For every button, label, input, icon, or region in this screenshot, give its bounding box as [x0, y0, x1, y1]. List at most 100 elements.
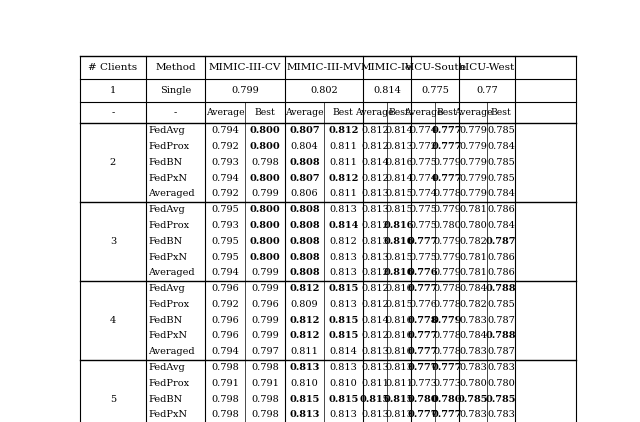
Text: Best: Best — [491, 108, 511, 117]
Text: 0.799: 0.799 — [231, 86, 259, 95]
Text: 0.813: 0.813 — [289, 411, 319, 419]
Text: MIMIC-III-MV: MIMIC-III-MV — [286, 63, 362, 72]
Text: 0.795: 0.795 — [211, 205, 239, 214]
Text: 0.773: 0.773 — [433, 379, 461, 388]
Text: 0.813: 0.813 — [361, 205, 389, 214]
Text: 0.800: 0.800 — [250, 142, 280, 151]
Text: 0.777: 0.777 — [408, 331, 438, 341]
Text: 0.800: 0.800 — [250, 126, 280, 135]
Text: 0.777: 0.777 — [408, 284, 438, 293]
Text: 0.798: 0.798 — [211, 411, 239, 419]
Text: 0.815: 0.815 — [385, 205, 413, 214]
Text: 0.785: 0.785 — [487, 173, 515, 183]
Text: 5: 5 — [110, 395, 116, 403]
Text: Best: Best — [255, 108, 275, 117]
Text: 0.813: 0.813 — [330, 205, 357, 214]
Text: 0.808: 0.808 — [289, 158, 319, 167]
Text: 0.812: 0.812 — [289, 284, 319, 293]
Text: 0.791: 0.791 — [211, 379, 239, 388]
Text: 0.812: 0.812 — [361, 331, 389, 341]
Text: 0.785: 0.785 — [487, 300, 515, 309]
Text: 0.815: 0.815 — [328, 395, 358, 403]
Text: 0.794: 0.794 — [211, 347, 239, 356]
Text: -: - — [111, 108, 115, 117]
Text: 0.814: 0.814 — [328, 221, 358, 230]
Text: 0.777: 0.777 — [432, 363, 462, 372]
Text: 0.775: 0.775 — [410, 221, 437, 230]
Text: 2: 2 — [110, 158, 116, 167]
Text: 0.812: 0.812 — [330, 237, 357, 246]
Text: 0.816: 0.816 — [385, 316, 413, 325]
Text: 0.815: 0.815 — [384, 395, 414, 403]
Text: 0.775: 0.775 — [410, 158, 437, 167]
Text: 0.776: 0.776 — [410, 300, 437, 309]
Text: 0.786: 0.786 — [487, 205, 515, 214]
Text: 0.810: 0.810 — [330, 379, 357, 388]
Text: 0.778: 0.778 — [433, 300, 461, 309]
Text: 0.784: 0.784 — [487, 189, 515, 198]
Text: Method: Method — [155, 63, 196, 72]
Text: 0.779: 0.779 — [433, 237, 461, 246]
Text: 0.778: 0.778 — [433, 284, 461, 293]
Text: FedBN: FedBN — [148, 316, 182, 325]
Text: FedBN: FedBN — [148, 395, 182, 403]
Text: 0.787: 0.787 — [486, 237, 516, 246]
Text: 0.779: 0.779 — [433, 268, 461, 277]
Text: Averaged: Averaged — [148, 268, 195, 277]
Text: 0.815: 0.815 — [328, 331, 358, 341]
Text: 0.815: 0.815 — [385, 252, 413, 262]
Text: Average: Average — [205, 108, 244, 117]
Text: 3: 3 — [110, 237, 116, 246]
Text: 0.796: 0.796 — [211, 284, 239, 293]
Text: 0.807: 0.807 — [289, 126, 319, 135]
Text: 0.780: 0.780 — [433, 221, 461, 230]
Text: 0.779: 0.779 — [459, 126, 487, 135]
Text: 0.815: 0.815 — [385, 300, 413, 309]
Text: 0.798: 0.798 — [251, 395, 279, 403]
Text: 0.794: 0.794 — [211, 126, 239, 135]
Text: 0.784: 0.784 — [459, 284, 487, 293]
Text: 0.812: 0.812 — [289, 331, 319, 341]
Text: 0.796: 0.796 — [251, 300, 279, 309]
Text: FedBN: FedBN — [148, 237, 182, 246]
Text: 0.799: 0.799 — [251, 316, 279, 325]
Text: FedProx: FedProx — [148, 379, 189, 388]
Text: 0.777: 0.777 — [408, 363, 438, 372]
Text: 0.777: 0.777 — [408, 347, 438, 356]
Text: 0.793: 0.793 — [211, 221, 239, 230]
Text: 0.782: 0.782 — [459, 237, 487, 246]
Text: 0.806: 0.806 — [291, 189, 318, 198]
Text: 0.781: 0.781 — [459, 205, 487, 214]
Text: 0.816: 0.816 — [384, 237, 414, 246]
Text: 0.784: 0.784 — [459, 331, 487, 341]
Text: 0.813: 0.813 — [330, 363, 357, 372]
Text: 0.792: 0.792 — [211, 189, 239, 198]
Text: 0.775: 0.775 — [421, 86, 449, 95]
Text: MIMIC-III-CV: MIMIC-III-CV — [209, 63, 281, 72]
Text: 0.812: 0.812 — [361, 300, 389, 309]
Text: 0.814: 0.814 — [385, 126, 413, 135]
Text: 0.800: 0.800 — [250, 205, 280, 214]
Text: 0.808: 0.808 — [289, 252, 319, 262]
Text: 0.777: 0.777 — [408, 237, 438, 246]
Text: 0.774: 0.774 — [409, 189, 437, 198]
Text: 0.800: 0.800 — [250, 237, 280, 246]
Text: Best: Best — [436, 108, 458, 117]
Text: 0.776: 0.776 — [408, 268, 438, 277]
Text: 0.815: 0.815 — [360, 395, 390, 403]
Text: FedAvg: FedAvg — [148, 205, 185, 214]
Text: eICU-South: eICU-South — [404, 63, 466, 72]
Text: 0.777: 0.777 — [432, 126, 462, 135]
Text: 0.796: 0.796 — [211, 331, 239, 341]
Text: 0.812: 0.812 — [361, 142, 389, 151]
Text: 0.787: 0.787 — [487, 316, 515, 325]
Text: 0.813: 0.813 — [361, 411, 389, 419]
Text: Average: Average — [356, 108, 394, 117]
Text: 0.777: 0.777 — [432, 411, 462, 419]
Text: 0.781: 0.781 — [459, 252, 487, 262]
Text: 0.780: 0.780 — [432, 395, 462, 403]
Text: 0.779: 0.779 — [459, 158, 487, 167]
Text: 0.811: 0.811 — [385, 379, 413, 388]
Text: 0.798: 0.798 — [251, 363, 279, 372]
Text: 0.777: 0.777 — [432, 173, 462, 183]
